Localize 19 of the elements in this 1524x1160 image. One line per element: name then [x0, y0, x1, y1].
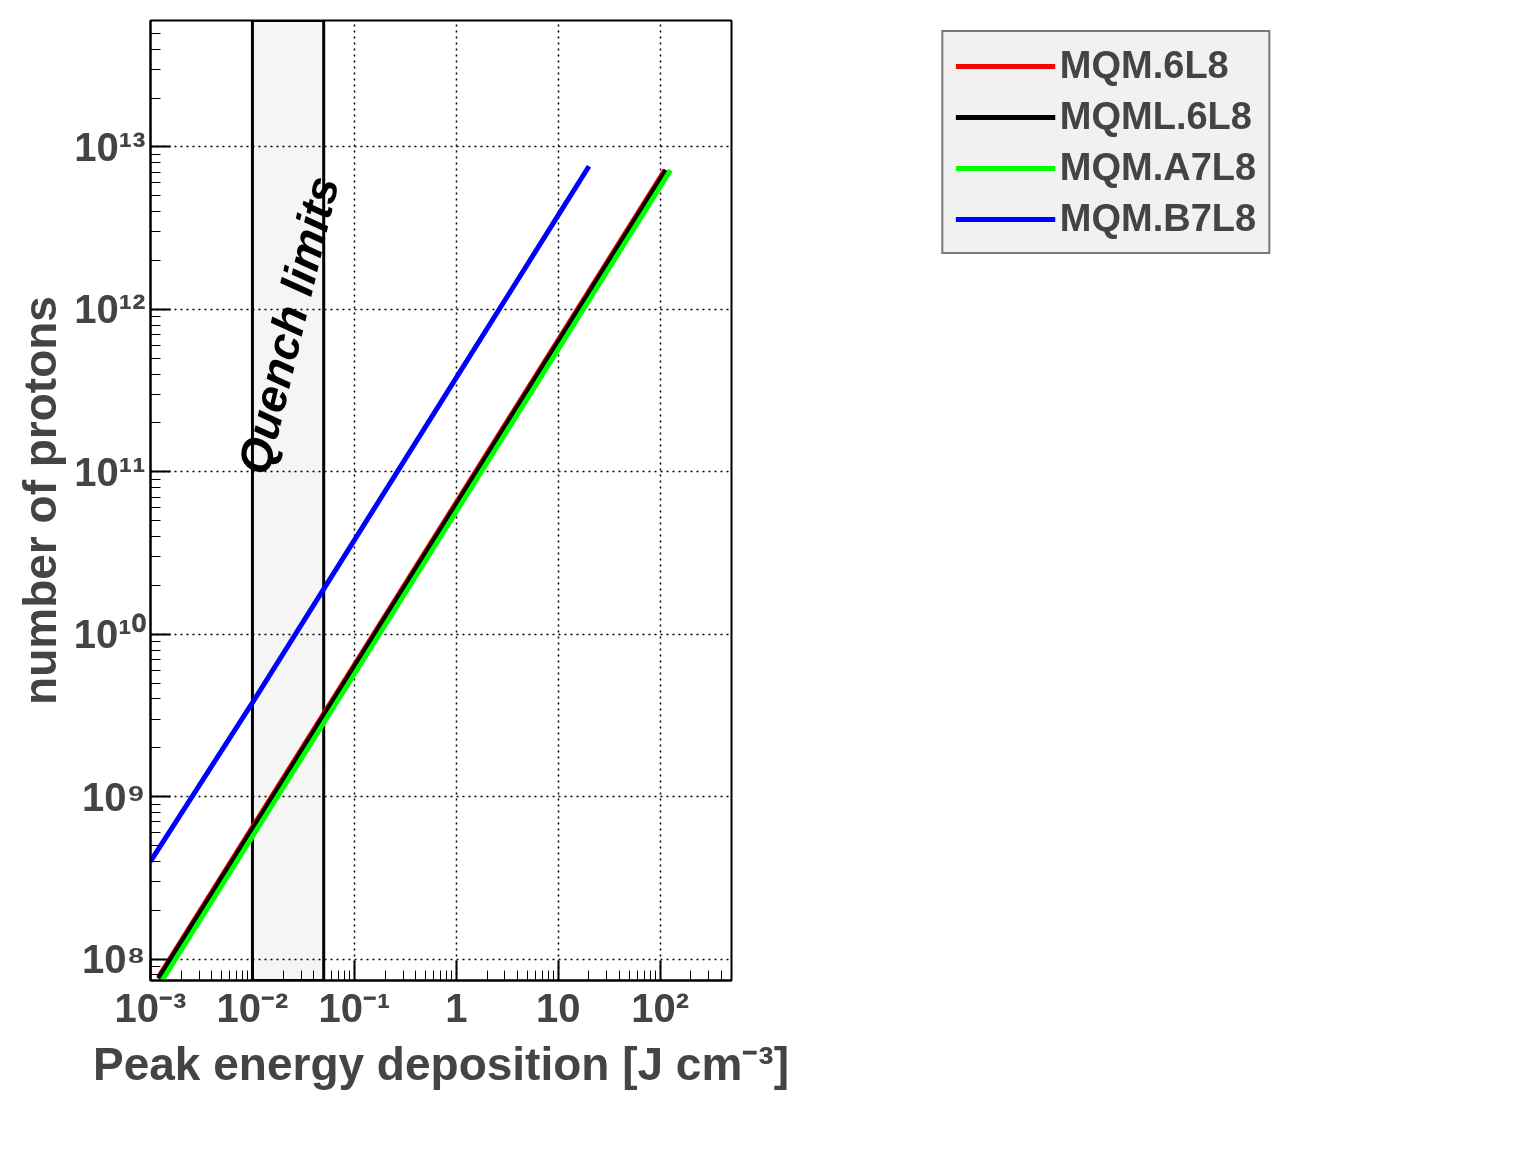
x-tick-label: 10²	[631, 985, 690, 1030]
y-tick-label: 10⁸	[82, 937, 146, 982]
y-tick-label: 10¹³	[74, 124, 146, 169]
y-tick-label: 10¹¹	[74, 449, 146, 494]
x-axis-title: Peak energy deposition [J cm⁻³]	[93, 1037, 789, 1090]
x-tick-label: 10⁻²	[216, 985, 289, 1030]
x-tick-label: 1	[445, 985, 468, 1030]
legend-label: MQM.B7L8	[1059, 197, 1257, 240]
band-label: Quench limits	[227, 171, 349, 480]
y-tick-label: 10¹²	[74, 287, 146, 332]
y-tick-label: 10¹⁰	[73, 612, 146, 657]
legend-label: MQML.6L8	[1059, 95, 1252, 138]
legend-label: MQM.6L8	[1059, 44, 1229, 87]
y-axis-title: number of protons	[13, 296, 66, 705]
y-tick-label: 10⁹	[82, 774, 146, 819]
legend-label: MQM.A7L8	[1059, 146, 1257, 189]
x-tick-label: 10	[536, 985, 581, 1030]
x-tick-label: 10⁻¹	[318, 985, 391, 1030]
x-tick-label: 10⁻³	[114, 985, 187, 1030]
